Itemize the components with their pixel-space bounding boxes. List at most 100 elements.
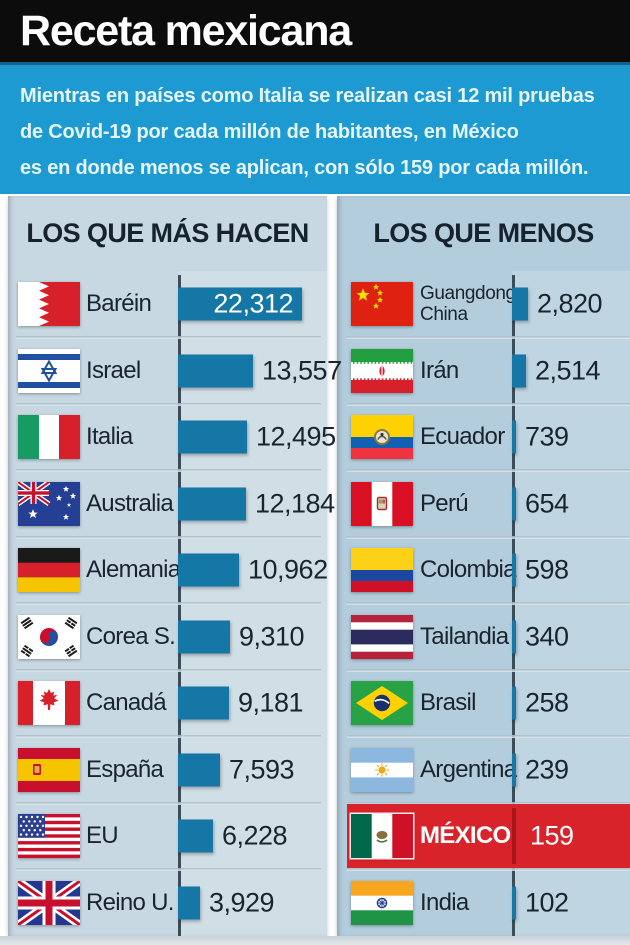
india-flag-icon <box>351 880 413 925</box>
italy-flag-icon <box>18 415 80 460</box>
country-row-iran: Irán 2,514 <box>337 336 630 405</box>
china-flag-icon <box>351 282 413 327</box>
country-label: Guangdong, China <box>420 283 521 326</box>
country-row-mexico: MÉXICO 159 <box>337 801 630 870</box>
value-bar <box>178 354 253 388</box>
axis-line <box>178 275 181 936</box>
spain-flag-icon <box>18 747 80 792</box>
country-row-argentina: Argentina 239 <box>337 735 630 804</box>
australia-flag-icon <box>18 481 80 526</box>
country-row-uk: Reino U. 3,929 <box>8 868 327 937</box>
uk-flag-icon <box>18 880 80 925</box>
value-label: 739 <box>525 421 569 452</box>
value-label: 258 <box>525 687 569 718</box>
country-row-spain: España 7,593 <box>8 735 327 804</box>
value-bar <box>512 620 516 654</box>
iran-flag-icon <box>351 348 413 393</box>
country-label: Italia <box>86 423 133 451</box>
country-label: Perú <box>420 489 469 517</box>
country-row-china: Guangdong, China 2,820 <box>337 271 630 338</box>
value-bar <box>512 686 516 720</box>
country-label: Baréin <box>86 290 152 318</box>
value-label: 598 <box>525 554 569 585</box>
argentina-flag-icon <box>351 747 413 792</box>
value-bar <box>178 620 230 654</box>
value-bar <box>512 354 526 388</box>
country-label: Australia <box>86 489 174 517</box>
country-label: Argentina <box>420 755 517 783</box>
germany-flag-icon <box>18 548 80 593</box>
value-bar <box>512 808 516 865</box>
country-row-bahrain: Baréin 22,312 <box>8 271 327 338</box>
peru-flag-icon <box>351 481 413 526</box>
thailand-flag-icon <box>351 614 413 659</box>
value-label: 10,962 <box>248 554 328 585</box>
value-bar <box>512 553 516 587</box>
south-korea-flag-icon <box>18 614 80 659</box>
ecuador-flag-icon <box>351 415 413 460</box>
country-label: MÉXICO <box>420 822 511 850</box>
title-band: Receta mexicana <box>0 0 630 62</box>
country-label: India <box>420 888 469 916</box>
country-label: Corea S. <box>86 622 176 650</box>
country-row-usa: EU 6,228 <box>8 801 327 870</box>
subtitle-line-2: de Covid-19 por cada millón de habitante… <box>20 121 519 143</box>
page-title: Receta mexicana <box>20 6 352 55</box>
value-bar <box>512 886 516 920</box>
country-label: Tailandia <box>420 622 509 650</box>
mexico-flag-icon <box>351 814 413 859</box>
country-row-south-korea: Corea S. 9,310 <box>8 602 327 671</box>
panel-most-header: LOS QUE MÁS HACEN <box>26 218 309 248</box>
value-label: 12,495 <box>256 421 336 452</box>
country-row-india: India 102 <box>337 868 630 937</box>
value-bar <box>178 686 229 720</box>
colombia-flag-icon <box>351 548 413 593</box>
value-bar <box>178 487 246 521</box>
country-label: Colombia <box>420 556 516 584</box>
panel-least-tests: LOS QUE MENOS Guangdong, China 2,820 Irá… <box>337 196 630 936</box>
country-label: EU <box>86 822 119 850</box>
bahrain-flag-icon <box>18 282 80 327</box>
country-row-israel: Israel 13,557 <box>8 336 342 405</box>
value-label: 12,184 <box>255 488 335 519</box>
value-label: 2,514 <box>535 355 601 386</box>
value-label: 6,228 <box>222 820 288 851</box>
subtitle-band: Mientras en países como Italia se realiz… <box>0 62 630 194</box>
value-bar <box>178 420 247 454</box>
value-label: 22,312 <box>213 288 293 319</box>
panel-least-header: LOS QUE MENOS <box>373 218 594 248</box>
country-label: Irán <box>420 356 459 384</box>
value-label: 3,929 <box>209 887 275 918</box>
country-label: Alemania <box>86 556 181 584</box>
value-label: 9,181 <box>238 687 304 718</box>
panel-most-rows: Baréin 22,312 Israel 13,557 Italia 12,49… <box>8 271 342 937</box>
value-label: 239 <box>525 754 569 785</box>
panel-least-rows: Guangdong, China 2,820 Irán 2,514 Ecuado… <box>337 271 630 936</box>
value-label: 159 <box>530 820 574 851</box>
country-label: Israel <box>86 356 141 384</box>
panel-most-tests: LOS QUE MÁS HACEN Baréin 22,312 Israel 1… <box>8 196 342 937</box>
country-label: Canadá <box>86 689 167 717</box>
chart-panels: LOS QUE MÁS HACEN Baréin 22,312 Israel 1… <box>8 196 630 936</box>
country-row-ecuador: Ecuador 739 <box>337 402 630 471</box>
value-bar <box>178 886 200 920</box>
subtitle-line-3: es en donde menos se aplican, con sólo 1… <box>20 157 589 179</box>
country-row-colombia: Colombia 598 <box>337 535 630 604</box>
country-row-italy: Italia 12,495 <box>8 402 336 471</box>
brazil-flag-icon <box>351 681 413 726</box>
country-row-peru: Perú 654 <box>337 469 630 538</box>
value-bar <box>512 287 528 321</box>
value-bar <box>178 753 220 787</box>
canada-flag-icon <box>18 681 80 726</box>
country-row-germany: Alemania 10,962 <box>8 535 328 604</box>
value-label: 9,310 <box>239 621 305 652</box>
bottom-edge-strip <box>0 936 630 945</box>
value-label: 7,593 <box>229 754 295 785</box>
value-bar <box>178 287 302 321</box>
value-label: 340 <box>525 621 569 652</box>
value-label: 102 <box>525 887 569 918</box>
country-label: Brasil <box>420 689 477 717</box>
value-label: 654 <box>525 488 569 519</box>
usa-flag-icon <box>18 814 80 859</box>
